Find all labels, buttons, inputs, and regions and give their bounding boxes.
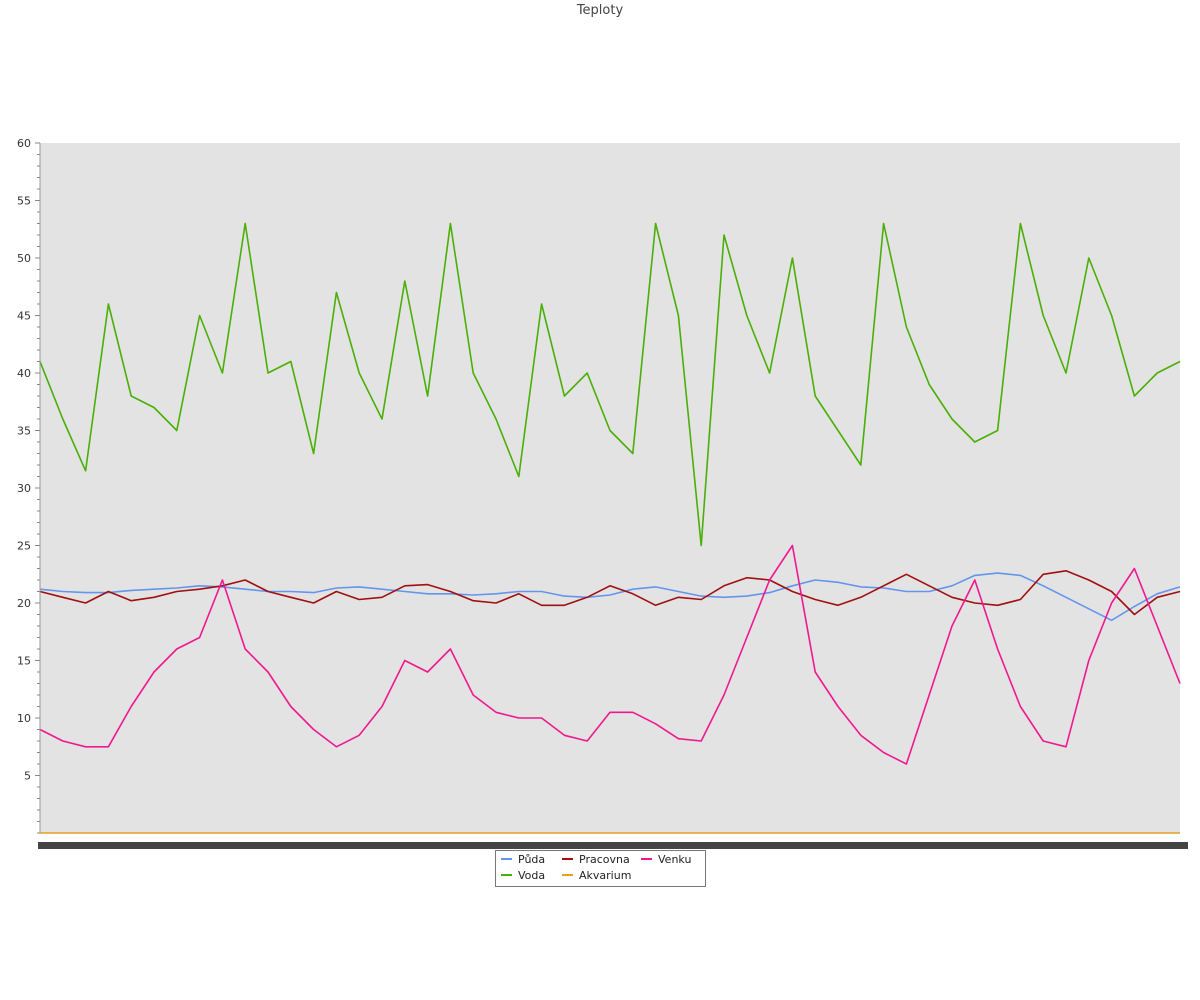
legend-item-venku: Venku xyxy=(641,853,691,867)
y-tick-label: 60 xyxy=(17,137,31,150)
series-line-puda xyxy=(39,572,1181,622)
y-tick-label: 50 xyxy=(17,252,31,265)
series-line-venku xyxy=(39,544,1181,765)
legend: Půda Voda Pracovna Akvarium Venku xyxy=(495,850,706,887)
y-tick-label: 20 xyxy=(17,597,31,610)
legend-swatch xyxy=(641,858,652,860)
y-axis: 5 10 15 20 25 30 35 40 45 50 55 60 xyxy=(17,137,40,834)
y-tick-label: 15 xyxy=(17,655,31,668)
y-tick-label: 55 xyxy=(17,195,31,208)
series-layer xyxy=(39,222,1181,834)
legend-label: Půda xyxy=(518,853,546,866)
y-tick-label: 25 xyxy=(17,540,31,553)
legend-swatch xyxy=(501,858,512,860)
plot-background xyxy=(40,143,1180,833)
y-tick-label: 40 xyxy=(17,367,31,380)
chart-title: Teploty xyxy=(576,3,624,18)
legend-swatch xyxy=(562,874,573,876)
y-tick-label: 5 xyxy=(24,770,31,783)
legend-label: Venku xyxy=(658,853,692,866)
y-tick-label: 45 xyxy=(17,310,31,323)
legend-swatch xyxy=(562,858,573,860)
legend-item-voda: Voda xyxy=(501,869,545,883)
legend-label: Pracovna xyxy=(579,853,630,866)
legend-item-pracovna: Pracovna xyxy=(562,853,630,867)
series-line-voda xyxy=(39,222,1181,547)
y-tick-label: 30 xyxy=(17,482,31,495)
series-line-pracovna xyxy=(39,569,1181,616)
legend-label: Akvarium xyxy=(579,869,632,882)
legend-label: Voda xyxy=(518,869,546,882)
legend-swatch xyxy=(501,874,512,876)
y-tick-label: 35 xyxy=(17,425,31,438)
x-axis-band xyxy=(38,842,1188,849)
legend-item-puda: Půda xyxy=(501,853,545,867)
y-tick-label: 10 xyxy=(17,712,31,725)
legend-item-akvarium: Akvarium xyxy=(562,869,631,883)
